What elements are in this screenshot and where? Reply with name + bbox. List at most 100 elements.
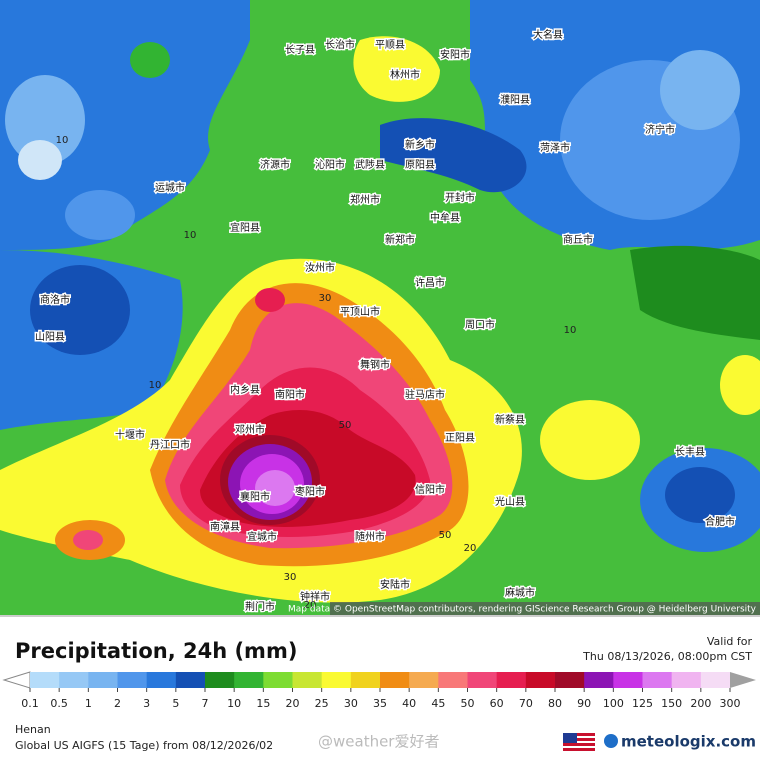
tick-label: 35	[373, 697, 387, 710]
place-label: 长子县	[285, 44, 315, 56]
place-label: 沁阳市	[315, 158, 345, 171]
color-swatch	[700, 672, 731, 688]
contour-label: 10	[564, 325, 577, 336]
contour-label: 20	[464, 543, 477, 554]
contour-label: 10	[149, 380, 162, 391]
place-label: 原阳县	[405, 159, 435, 171]
tick-label: 10	[227, 697, 241, 710]
place-label: 正阳县	[445, 432, 475, 444]
place-label: 驻马店市	[405, 388, 445, 401]
place-label: 新郑市	[385, 233, 415, 246]
tick-label: 300	[720, 697, 741, 710]
contour-label: 50	[439, 530, 452, 541]
color-swatch	[30, 672, 60, 688]
place-label: 内乡县	[230, 383, 260, 396]
place-label: 邓州市	[235, 423, 265, 436]
color-swatch	[146, 672, 177, 688]
place-label: 许昌市	[415, 276, 445, 289]
tick-label: 40	[402, 697, 416, 710]
watermark: @weather爱好者	[318, 733, 439, 751]
tick-label: 45	[431, 697, 445, 710]
place-label: 中牟县	[430, 211, 460, 224]
tick-label: 70	[519, 697, 533, 710]
color-swatch	[671, 672, 702, 688]
contour-label: 10	[184, 230, 197, 241]
place-label: 济源市	[260, 158, 290, 171]
place-label: 丹江口市	[150, 438, 190, 451]
place-label: 新乡市	[405, 138, 435, 151]
place-label: 山阳县	[35, 331, 65, 343]
tick-label: 50	[461, 697, 475, 710]
place-label: 开封市	[445, 191, 475, 204]
tick-label: 200	[690, 697, 711, 710]
place-label: 枣阳市	[295, 485, 325, 498]
place-label: 舞钢市	[360, 358, 390, 371]
map-attribution: Map data © OpenStreetMap contributors, r…	[288, 605, 757, 615]
tick-label: 0.1	[21, 697, 39, 710]
place-label: 运城市	[155, 181, 185, 194]
place-label: 平顺县	[375, 39, 405, 51]
place-label: 商洛市	[40, 293, 70, 306]
contour-label: 50	[339, 420, 352, 431]
tick-label: 150	[661, 697, 682, 710]
valid-time: Thu 08/13/2026, 08:00pm CST	[582, 650, 752, 663]
contour-label: 10	[56, 135, 69, 146]
tick-label: 125	[632, 697, 653, 710]
tick-label: 90	[577, 697, 591, 710]
color-swatch	[438, 672, 468, 688]
region: Henan	[15, 723, 51, 736]
precip-map	[0, 0, 760, 615]
tick-label: 0.5	[50, 697, 68, 710]
tick-label: 7	[202, 697, 209, 710]
place-label: 合肥市	[705, 515, 735, 528]
place-label: 林州市	[390, 68, 420, 81]
place-label: 安陆市	[380, 578, 410, 591]
color-swatch	[263, 672, 293, 688]
place-label: 汝州市	[305, 261, 335, 274]
tick-label: 30	[344, 697, 358, 710]
color-swatch	[409, 672, 439, 688]
place-label: 郑州市	[350, 193, 380, 206]
place-label: 平顶山市	[340, 305, 380, 318]
above-arrow	[730, 672, 756, 688]
tick-label: 100	[603, 697, 624, 710]
place-label: 商丘市	[563, 233, 593, 246]
contour-label: 30	[284, 572, 297, 583]
tick-label: 60	[490, 697, 504, 710]
place-label: 信阳市	[415, 483, 445, 496]
place-label: 南阳市	[275, 388, 305, 401]
model-run: Global US AIGFS (15 Tage) from 08/12/202…	[15, 739, 273, 752]
tick-label: 80	[548, 697, 562, 710]
place-label: 濮阳县	[500, 93, 530, 106]
place-label: 宜阳县	[230, 221, 260, 234]
place-label: 光山县	[495, 495, 525, 508]
color-swatch	[467, 672, 498, 688]
us-flag	[563, 733, 595, 751]
below-arrow	[2, 671, 31, 689]
tick-label: 5	[172, 697, 179, 710]
tick-label: 25	[315, 697, 329, 710]
place-label: 长治市	[325, 38, 355, 51]
contour-label: 20	[304, 600, 317, 611]
tick-label: 2	[114, 697, 121, 710]
color-swatch	[117, 672, 148, 688]
color-swatch	[496, 672, 527, 688]
contour-label: 30	[319, 293, 332, 304]
color-swatch	[234, 672, 264, 688]
place-label: 菏泽市	[540, 141, 570, 154]
place-label: 麻城市	[505, 586, 535, 599]
place-label: 宜城市	[247, 530, 277, 543]
place-label: 荆门市	[245, 600, 275, 613]
color-swatch	[321, 672, 352, 688]
place-label: 武陟县	[355, 158, 385, 171]
color-swatch	[584, 672, 614, 688]
tick-label: 20	[286, 697, 300, 710]
color-swatch	[380, 672, 410, 688]
color-swatch	[205, 672, 235, 688]
logo-icon	[604, 734, 618, 748]
tick-label: 15	[256, 697, 270, 710]
place-label: 安阳市	[440, 48, 470, 61]
color-swatch	[350, 672, 381, 688]
logo[interactable]: meteologix.com	[621, 733, 756, 751]
